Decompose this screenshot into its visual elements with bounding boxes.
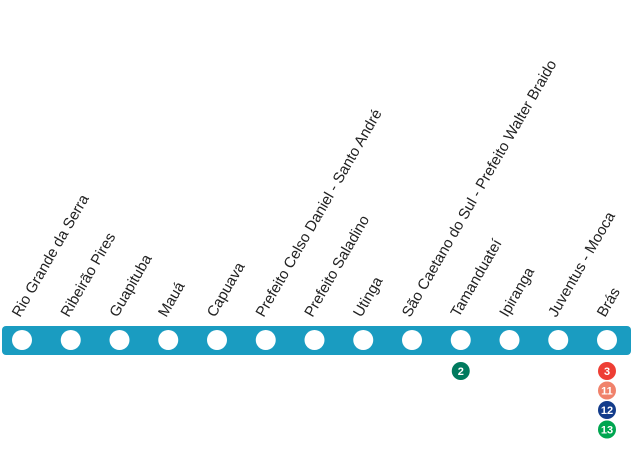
station-dot xyxy=(353,330,374,350)
transfer-badge-label: 11 xyxy=(601,386,613,398)
station-label: Mauá xyxy=(155,278,189,320)
station-dot xyxy=(60,330,81,350)
station-label: Brás xyxy=(594,285,624,320)
transfer-badge-label: 2 xyxy=(458,366,464,378)
station-dot xyxy=(12,330,32,350)
station-label: Utinga xyxy=(350,273,387,320)
station-dot xyxy=(255,330,276,350)
station-dot xyxy=(450,330,471,350)
transfer-badge-circle xyxy=(598,401,616,419)
station-dot xyxy=(548,330,569,350)
station-dot xyxy=(304,330,325,350)
transfer-badge-line-12: 12 xyxy=(598,401,616,419)
station-sao-caetano-do-sul-prefeito-walter-braido: São Caetano do Sul - Prefeito Walter Bra… xyxy=(399,57,560,350)
transfer-badge-label: 3 xyxy=(604,366,610,378)
station-label: Guapituba xyxy=(106,251,156,320)
station-dot xyxy=(499,330,520,350)
transfer-badge-label: 12 xyxy=(601,405,613,417)
transfer-badge-line-11: 11 xyxy=(598,381,616,400)
transfer-badge-circle xyxy=(451,362,470,380)
station-bras: Brás 3 11 12 13 xyxy=(594,285,624,439)
station-label: Capuava xyxy=(204,259,249,320)
station-dot xyxy=(158,330,179,350)
transfer-badge-label: 13 xyxy=(601,425,613,437)
transfer-badge-line-13: 13 xyxy=(598,420,616,439)
station-dot xyxy=(402,330,422,350)
transfer-badge-circle xyxy=(598,381,616,400)
station-label: Ipiranga xyxy=(496,264,538,320)
transfer-badge-line-2: 2 xyxy=(451,362,470,380)
station-label: Tamanduateí xyxy=(447,236,506,320)
station-dot xyxy=(207,330,227,350)
station-tamanduatei: Tamanduateí 2 xyxy=(447,236,506,380)
transfer-badge-circle xyxy=(598,362,616,380)
transfer-badge-line-3: 3 xyxy=(598,362,616,380)
station-dot xyxy=(597,330,617,350)
transfer-badge-circle xyxy=(598,420,616,439)
station-dot xyxy=(109,330,130,350)
